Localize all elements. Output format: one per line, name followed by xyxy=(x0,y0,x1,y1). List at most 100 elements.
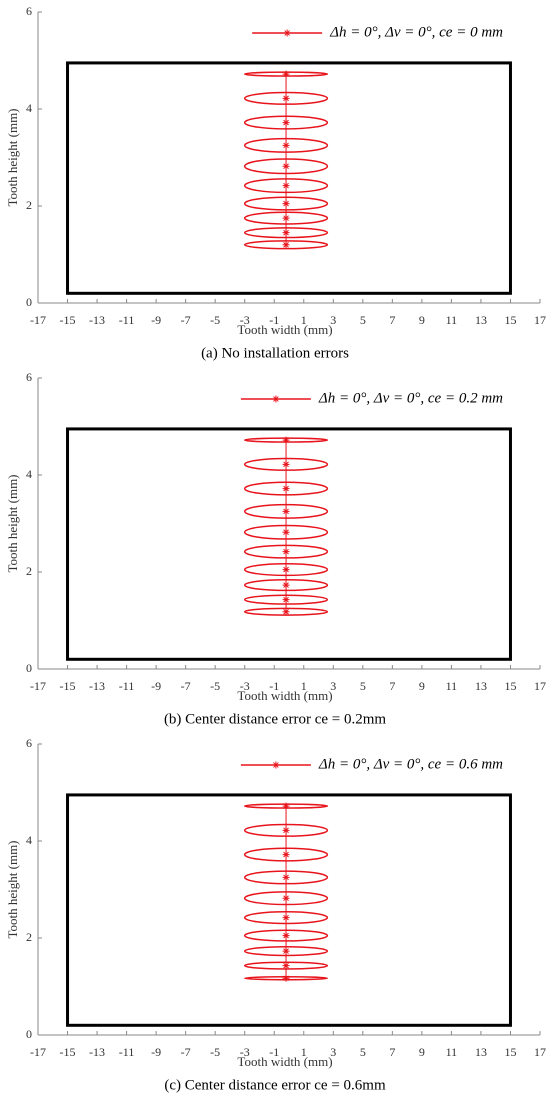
x-tick-label: -11 xyxy=(119,313,135,327)
x-tick-label: 13 xyxy=(475,679,487,693)
contact-ellipse xyxy=(243,891,329,906)
x-tick-label: 7 xyxy=(389,1045,395,1059)
x-tick-label: 11 xyxy=(446,1045,458,1059)
star-marker xyxy=(282,436,290,444)
contact-ellipse xyxy=(243,911,329,925)
star-marker xyxy=(282,873,290,881)
star-marker xyxy=(282,460,290,468)
star-marker xyxy=(282,94,290,102)
star-marker xyxy=(282,581,290,589)
caption: (a) No installation errors xyxy=(201,345,349,361)
contact-ellipse xyxy=(243,847,329,862)
legend-label: Δh = 0°, Δv = 0°, ce = 0 mm xyxy=(329,24,503,40)
star-marker xyxy=(282,528,290,536)
x-tick-label: -9 xyxy=(151,313,161,327)
x-tick-label: -3 xyxy=(240,313,250,327)
contact-ellipse xyxy=(243,457,329,471)
x-tick-label: 17 xyxy=(534,1045,546,1059)
x-tick-label: 5 xyxy=(360,313,366,327)
x-tick-label: -11 xyxy=(119,679,135,693)
x-tick-label: 15 xyxy=(504,313,516,327)
y-axis-label: Tooth height (mm) xyxy=(5,474,20,572)
x-tick-label: -3 xyxy=(240,1045,250,1059)
x-tick-label: 7 xyxy=(389,679,395,693)
x-tick-label: 17 xyxy=(534,313,546,327)
star-marker xyxy=(272,761,280,769)
caption: (b) Center distance error ce = 0.2mm xyxy=(164,711,386,727)
legend-label: Δh = 0°, Δv = 0°, ce = 0.6 mm xyxy=(318,756,503,772)
x-tick-label: -15 xyxy=(60,313,76,327)
star-marker xyxy=(282,947,290,955)
x-tick-label: -1 xyxy=(269,1045,279,1059)
y-tick-label: 2 xyxy=(26,564,32,578)
star-marker xyxy=(282,596,290,604)
x-tick-label: -17 xyxy=(30,313,46,327)
x-tick-label: -11 xyxy=(119,1045,135,1059)
x-tick-label: 9 xyxy=(419,679,425,693)
star-marker xyxy=(282,962,290,970)
x-tick-label: -9 xyxy=(151,679,161,693)
x-tick-label: -5 xyxy=(210,679,220,693)
x-tick-label: -13 xyxy=(89,679,105,693)
contact-ellipse xyxy=(243,240,329,250)
caption: (c) Center distance error ce = 0.6mm xyxy=(164,1077,386,1093)
star-marker xyxy=(282,566,290,574)
contact-ellipse xyxy=(243,178,329,194)
x-tick-label: 3 xyxy=(330,679,336,693)
x-tick-label: 5 xyxy=(360,1045,366,1059)
y-axis-label: Tooth height (mm) xyxy=(5,840,20,938)
x-tick-label: 11 xyxy=(446,679,458,693)
x-tick-label: 17 xyxy=(534,679,546,693)
x-tick-label: 15 xyxy=(504,679,516,693)
x-tick-label: -1 xyxy=(269,679,279,693)
star-marker xyxy=(282,826,290,834)
y-tick-label: 4 xyxy=(26,833,32,847)
tooth-boundary xyxy=(66,61,512,295)
x-tick-label: -9 xyxy=(151,1045,161,1059)
y-tick-label: 6 xyxy=(26,736,32,750)
star-marker xyxy=(272,395,280,403)
contact-ellipse xyxy=(243,115,329,130)
contact-ellipse xyxy=(243,563,329,577)
y-tick-label: 6 xyxy=(26,370,32,384)
star-marker xyxy=(282,507,290,515)
contact-ellipse xyxy=(243,227,329,239)
x-tick-label: 3 xyxy=(330,313,336,327)
x-tick-label: -7 xyxy=(181,1045,191,1059)
star-marker xyxy=(282,229,290,237)
contact-ellipse xyxy=(243,945,329,957)
x-axis-label: Tooth width (mm) xyxy=(237,1054,332,1069)
star-marker xyxy=(282,802,290,810)
x-tick-label: -1 xyxy=(269,313,279,327)
x-tick-label: -15 xyxy=(60,679,76,693)
star-marker xyxy=(283,29,291,37)
star-marker xyxy=(282,974,290,982)
x-tick-label: 9 xyxy=(419,1045,425,1059)
contact-ellipse xyxy=(243,158,329,175)
contact-ellipse xyxy=(243,196,329,211)
star-marker xyxy=(282,894,290,902)
star-marker xyxy=(282,141,290,149)
contact-ellipse xyxy=(243,870,329,885)
x-tick-label: 5 xyxy=(360,679,366,693)
x-tick-label: 1 xyxy=(301,1045,307,1059)
x-tick-label: 3 xyxy=(330,1045,336,1059)
x-tick-label: 1 xyxy=(301,679,307,693)
x-tick-label: -7 xyxy=(181,313,191,327)
star-marker xyxy=(282,851,290,859)
star-marker xyxy=(282,182,290,190)
star-marker xyxy=(282,200,290,208)
x-tick-label: -15 xyxy=(60,1045,76,1059)
star-marker xyxy=(282,932,290,940)
star-marker xyxy=(282,214,290,222)
contact-ellipse xyxy=(243,524,329,540)
x-tick-label: -13 xyxy=(89,313,105,327)
contact-ellipse xyxy=(243,544,329,559)
tooth-boundary xyxy=(66,793,512,1027)
x-tick-label: -17 xyxy=(30,1045,46,1059)
panel: -17 -15 -13 -11 -9 -7 -5 -3 -1 1 3 5 7 9 11 13 15 170246T… xyxy=(5,4,546,362)
contact-ellipse xyxy=(243,91,329,105)
star-marker xyxy=(282,70,290,78)
